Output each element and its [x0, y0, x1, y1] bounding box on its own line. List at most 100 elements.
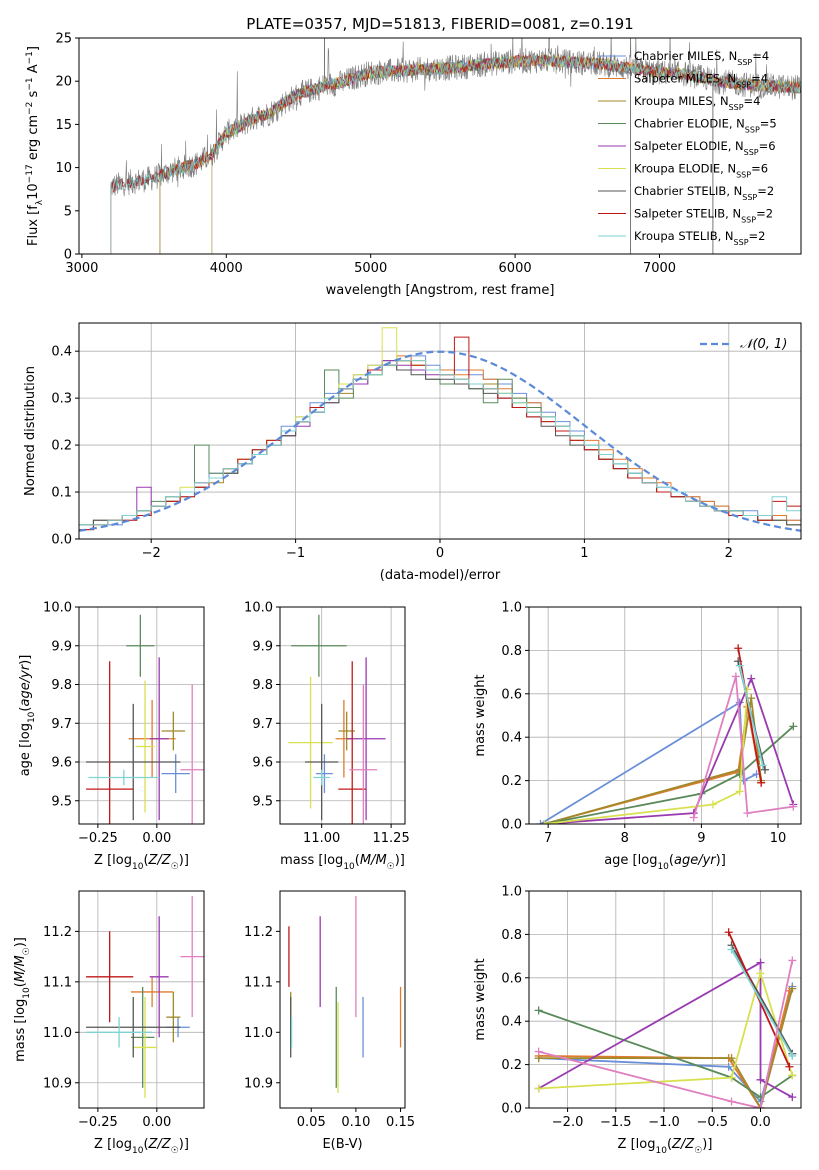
legend-label-value: =2	[756, 207, 773, 221]
x-axis-label: E(B-V)	[322, 1137, 362, 1152]
legend-label-name: Kroupa MILES, N	[634, 94, 729, 108]
y-axis-label: Normed distribution	[23, 366, 38, 496]
x-tick-label: 0.00	[142, 831, 171, 846]
x-tick-label: 5000	[354, 261, 387, 276]
y-tick-label: 0.6	[501, 687, 522, 702]
x-tick-label: 7	[544, 831, 552, 846]
x-tick-label: 0.10	[341, 1115, 370, 1130]
weight-line	[538, 988, 794, 1108]
y-axis-label-part: (	[18, 707, 33, 712]
y-axis-label-part: A	[26, 64, 41, 77]
errorbar-chabrier-elodie	[291, 614, 347, 677]
axes-frame: 0.05 0.10 0.15 10.9 11.0 11.1 11.2	[244, 890, 415, 1130]
weight-line	[540, 700, 758, 824]
y-tick-label: 0	[64, 248, 72, 263]
legend-label-value: =4	[751, 72, 768, 86]
x-axis-label-part: (	[143, 1137, 148, 1152]
x-axis-label-part: )]	[395, 853, 405, 868]
legend-label-name: Chabrier ELODIE, N	[634, 117, 745, 131]
plot-area	[86, 896, 204, 1098]
weight-marker	[757, 778, 766, 787]
axes-frame: 11.00 11.25 9.5 9.6 9.7 9.8 9.9 10.0	[244, 601, 410, 847]
x-tick-label: 3000	[65, 261, 98, 276]
weight-line-kroupa-stelib	[727, 945, 797, 1060]
y-tick-label: 0.1	[51, 486, 72, 501]
x-axis-label-part: age/yr	[674, 853, 717, 868]
legend-label: Chabrier ELODIE, NSSP=5	[634, 117, 777, 135]
axes-border	[279, 606, 406, 825]
y-tick-label: 0.8	[501, 644, 522, 659]
y-tick-label: 9.6	[51, 756, 72, 771]
errorbar-chabrier-elodie	[130, 986, 155, 1088]
y-tick-label: 9.9	[252, 639, 273, 654]
y-tick-label: 0.8	[501, 928, 522, 943]
x-axis-label-part: ☉	[171, 1146, 179, 1156]
y-axis-label-part: Flux [f	[26, 205, 41, 246]
spectrum-panel: 3000 4000 5000 6000 7000 0 5 10 15 20 25 Chabrier M…	[25, 32, 802, 298]
weight-line	[538, 960, 794, 1108]
legend-label-value: =4	[752, 49, 769, 63]
y-tick-label: 0.4	[51, 345, 72, 360]
x-axis-label-part: ☉	[387, 862, 395, 872]
x-tick-label: 0.05	[297, 1115, 326, 1130]
x-tick-label: 11.25	[373, 831, 410, 846]
y-axis-label-part: (	[13, 982, 28, 987]
y-tick-label: 0.2	[51, 439, 72, 454]
errorbar-salpeter-miles	[130, 976, 174, 1008]
y-axis-label-part: 10	[22, 987, 32, 999]
axes-frame: −2 −1 0 1 2 0.0 0.1 0.2 0.3 0.4	[51, 322, 802, 561]
errorbar-chabrier-miles	[316, 754, 333, 793]
weight-marker	[788, 956, 797, 965]
x-axis-label-part: )]	[179, 1137, 189, 1152]
legend-label: Chabrier STELIB, NSSP=2	[634, 184, 774, 202]
y-axis-label: Flux [fλ10−17 erg cm−2 s−1 A−1]	[25, 46, 45, 246]
weight-line	[727, 931, 791, 1068]
y-axis-label: mass weight	[473, 958, 488, 1040]
legend-label-sub: SSP	[737, 58, 752, 67]
weight-marker	[785, 1062, 794, 1071]
y-axis-label-part: M/M	[13, 955, 28, 982]
x-axis-label-part: Z [log	[94, 1137, 132, 1152]
y-tick-label: 10.9	[43, 1076, 72, 1091]
weight-marker	[735, 770, 744, 779]
weight-line	[544, 689, 749, 824]
x-tick-label: 1	[580, 546, 588, 561]
x-axis-label-part: age [log	[604, 853, 657, 868]
x-axis-label: Z [log10(Z/Z☉)]	[94, 1137, 189, 1156]
weight-marker	[731, 672, 740, 681]
y-axis-label-part: mass [log	[13, 999, 28, 1062]
weight-line	[538, 1009, 793, 1099]
weight-line	[730, 949, 794, 1057]
plot-area	[86, 614, 204, 824]
x-tick-label: −0.25	[78, 1115, 118, 1130]
weight-marker	[536, 820, 545, 824]
errorbar-pink	[180, 896, 204, 1018]
model-spectrum-chabrier-stelib	[110, 54, 801, 254]
legend-label: Salpeter STELIB, NSSP=2	[634, 207, 773, 225]
y-axis-label-part: ☉	[22, 947, 32, 955]
weight-vs-z-panel: −2.0 −1.5 −1.0 −0.5 0.0 0.0 0.2 0.4 0.6 0.8 1.0 Z […	[473, 885, 802, 1156]
x-tick-label: 0.00	[142, 1115, 171, 1130]
x-axis-label-part: wavelength [Angstrom, rest frame]	[326, 283, 555, 298]
legend-label-name: Chabrier MILES, N	[634, 49, 737, 63]
weight-marker	[727, 1073, 736, 1082]
y-axis-label: age [log10(age/yr)]	[18, 655, 37, 777]
y-tick-label: 9.8	[252, 678, 273, 693]
y-tick-label: 11.2	[244, 925, 273, 940]
legend-label-value: =6	[759, 139, 776, 153]
weight-line-salpeter-stelib	[734, 644, 766, 787]
weight-marker	[734, 644, 743, 653]
legend-label: Chabrier MILES, NSSP=4	[634, 49, 769, 67]
y-tick-label: 5	[64, 204, 72, 219]
errorbar-chabrier-stelib	[86, 703, 181, 821]
x-axis-label-part: Z/Z	[148, 1137, 172, 1152]
weight-line	[544, 706, 763, 824]
errorbar-salpeter-elodie	[149, 657, 169, 821]
gaussian-curve	[79, 350, 801, 532]
residuals-panel: −2 −1 0 1 2 0.0 0.1 0.2 0.3 0.4 𝒩(0, 1) (data-model…	[23, 322, 802, 583]
y-axis-label: mass [log10(M/M☉)]	[13, 937, 32, 1062]
axes-frame: −2.0 −1.5 −1.0 −0.5 0.0 0.0 0.2 0.4 0.6 0.8 1.0	[501, 885, 802, 1130]
x-tick-label: −2.0	[552, 1115, 584, 1130]
